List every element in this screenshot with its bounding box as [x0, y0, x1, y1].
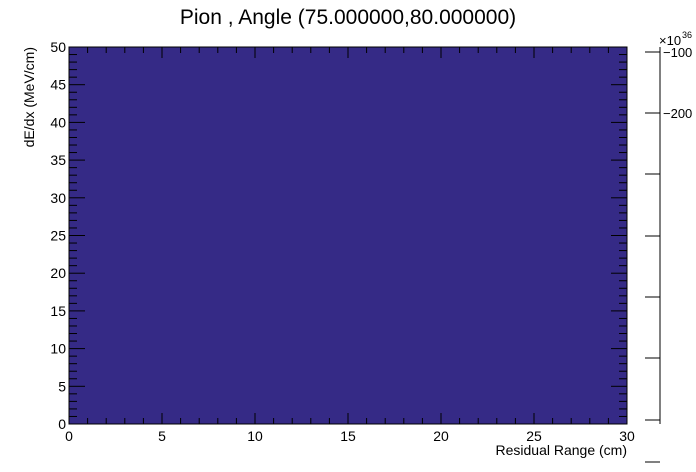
- x-axis-ticks: 0 5 10 15 20 25 30: [65, 47, 635, 444]
- chart-title: Pion , Angle (75.000000,80.000000): [180, 6, 516, 29]
- x-tick-label: 30: [619, 428, 635, 444]
- colorbar-tick-label: −200: [663, 106, 692, 121]
- x-tick-label: 0: [65, 428, 73, 444]
- colorbar-axis: ×10 36 −100 −200: [645, 30, 692, 463]
- y-axis-label: dE/dx (MeV/cm): [21, 47, 37, 147]
- y-tick-label: 20: [50, 265, 66, 281]
- x-tick-label: 20: [433, 428, 449, 444]
- plot-fill: [69, 47, 627, 424]
- x-tick-label: 25: [526, 428, 542, 444]
- y-tick-label: 35: [50, 152, 66, 168]
- y-tick-label: 50: [50, 39, 66, 55]
- y-tick-label: 0: [58, 416, 66, 432]
- y-tick-label: 15: [50, 303, 66, 319]
- y-tick-label: 10: [50, 341, 66, 357]
- colorbar-exponent-base: ×10: [659, 33, 681, 48]
- y-tick-label: 5: [58, 378, 66, 394]
- x-axis-label: Residual Range (cm): [496, 442, 628, 458]
- x-tick-label: 10: [247, 428, 263, 444]
- y-tick-label: 30: [50, 190, 66, 206]
- x-tick-label: 5: [158, 428, 166, 444]
- y-tick-label: 45: [50, 77, 66, 93]
- y-tick-label: 40: [50, 114, 66, 130]
- colorbar-exponent: 36: [682, 30, 692, 40]
- y-tick-label: 25: [50, 228, 66, 244]
- y-axis-ticks: 0 5 10 15 20 25 30 35 40 45 50: [50, 39, 627, 432]
- colorbar-tick-label: −100: [663, 45, 692, 60]
- x-tick-label: 15: [340, 428, 356, 444]
